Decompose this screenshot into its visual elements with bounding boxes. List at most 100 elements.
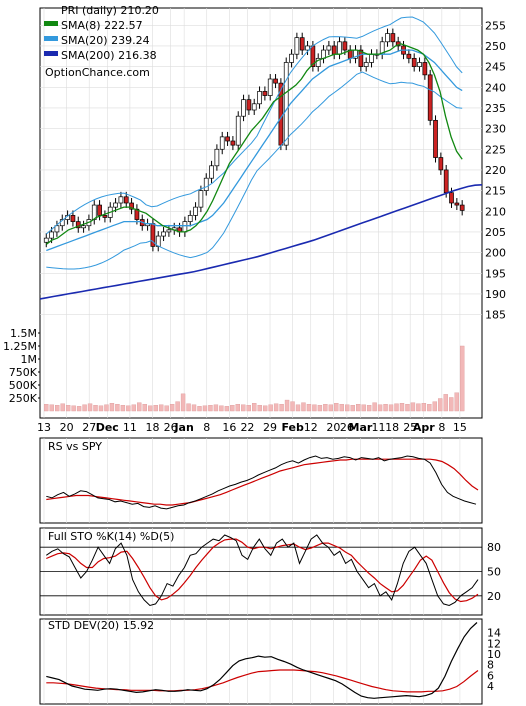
volume-bar (284, 399, 290, 412)
volume-bar (104, 404, 109, 412)
volume-bar (361, 404, 366, 412)
candle-down (358, 49, 364, 67)
candle-down (102, 215, 108, 218)
volume-bar (410, 402, 416, 412)
legend-swatch (44, 36, 58, 41)
rs-average-line (46, 458, 479, 506)
volume-bar (109, 403, 115, 412)
candle-up (54, 225, 60, 233)
candle-up (305, 45, 310, 51)
candle-up (49, 231, 54, 239)
stddev-tick-label: 4 (487, 680, 494, 693)
volume-bar (301, 402, 306, 412)
volume-bar (443, 394, 448, 412)
stddev-title: STD DEV(20) 15.92 (48, 619, 154, 632)
x-tick-label: Apr (413, 421, 435, 434)
candle-up (203, 177, 209, 191)
candle-up (166, 229, 172, 233)
volume-bar (306, 404, 312, 412)
stddev-tick-label: 8 (487, 659, 494, 672)
volume-bar (416, 403, 421, 412)
volume-bar (120, 405, 126, 412)
x-tick-label: 26 (340, 421, 354, 434)
volume-bar (432, 401, 438, 412)
volume-bar (153, 405, 158, 412)
volume-bar (449, 397, 454, 412)
volume-bar (137, 402, 142, 412)
price-tick-label: 185 (485, 309, 506, 322)
volume-bar (372, 402, 377, 412)
rs-title: RS vs SPY (48, 440, 102, 453)
x-tick-label: 25 (403, 421, 417, 434)
volume-bar (388, 404, 394, 412)
legend-swatch (44, 51, 58, 56)
volume-bar (230, 405, 235, 412)
volume-bar (98, 405, 104, 412)
volume-tick-label: 1M (21, 353, 38, 366)
price-tick-label: 210 (485, 205, 506, 218)
volume-bar (87, 403, 93, 412)
volume-bar (93, 405, 98, 412)
volume-bar (246, 405, 251, 412)
volume-bar (317, 405, 323, 412)
candle-up (289, 53, 294, 63)
x-tick-label: 11 (372, 421, 386, 434)
x-tick-label: 20 (60, 421, 74, 434)
candle-up (267, 78, 273, 96)
volume-bar (197, 406, 202, 412)
candle-up (214, 148, 220, 167)
candle-up (294, 37, 300, 55)
watermark-text: OptionChance.com (45, 66, 150, 79)
candle-down (454, 202, 460, 206)
volume-bar (328, 404, 334, 412)
price-tick-label: 225 (485, 143, 506, 156)
candle-up (321, 49, 326, 59)
volume-bar (334, 403, 339, 412)
candle-up (337, 41, 342, 55)
volume-bar (459, 345, 465, 412)
volume-bar (290, 401, 295, 412)
volume-bar (279, 404, 284, 412)
rs-panel (39, 437, 483, 524)
candle-up (198, 190, 204, 208)
candle-down (70, 215, 76, 222)
x-tick-label: Dec (96, 421, 119, 434)
price-tick-label: 190 (485, 288, 506, 301)
x-tick-label: 29 (263, 421, 277, 434)
x-tick-label: Jan (173, 421, 193, 434)
sto-tick-label: 20 (487, 590, 501, 603)
sto-title: Full STO %K(14) %D(5) (48, 530, 174, 543)
candle-up (385, 33, 390, 43)
volume-bar (202, 405, 208, 412)
x-tick-label: 13 (37, 421, 51, 434)
price-tick-label: 245 (485, 61, 506, 74)
candle-down (433, 119, 438, 158)
candle-up (257, 91, 262, 105)
x-tick-label: 12 (304, 421, 318, 434)
volume-tick-label: 750K (9, 366, 38, 379)
x-tick-label: 11 (123, 421, 137, 434)
candle-up (251, 103, 257, 111)
price-tick-label: 205 (485, 226, 506, 239)
volume-bar (454, 392, 459, 412)
x-tick-label: 18 (385, 421, 399, 434)
candle-down (390, 33, 396, 43)
x-tick-label: 16 (222, 421, 236, 434)
volume-bar (438, 398, 443, 412)
candle-down (246, 99, 252, 111)
legend-label: SMA(200) 216.38 (61, 49, 157, 62)
candle-up (241, 99, 246, 117)
volume-bar (421, 403, 427, 412)
volume-price-panel (39, 7, 483, 419)
volume-bar (366, 405, 372, 412)
sma20-line (46, 49, 463, 252)
candle-up (219, 136, 225, 150)
volume-bar (394, 403, 399, 412)
x-tick-label: 15 (453, 421, 467, 434)
legend-label: SMA(8) 222.57 (61, 19, 143, 32)
x-tick-label: 26 (164, 421, 178, 434)
volume-bar (191, 404, 197, 412)
candle-up (235, 115, 241, 146)
volume-tick-label: 1.5M (10, 327, 37, 340)
volume-tick-label: 500K (9, 379, 38, 392)
